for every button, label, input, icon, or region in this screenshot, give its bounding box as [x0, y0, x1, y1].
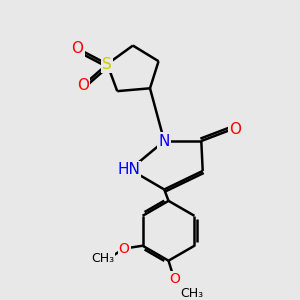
Text: O: O	[230, 122, 242, 137]
Text: S: S	[102, 57, 112, 72]
Text: O: O	[119, 242, 130, 256]
Text: HN: HN	[117, 162, 140, 177]
Text: N: N	[159, 134, 170, 148]
Text: O: O	[169, 272, 180, 286]
Text: CH₃: CH₃	[180, 287, 203, 300]
Text: O: O	[71, 41, 83, 56]
Text: CH₃: CH₃	[91, 252, 114, 265]
Text: O: O	[77, 78, 89, 93]
